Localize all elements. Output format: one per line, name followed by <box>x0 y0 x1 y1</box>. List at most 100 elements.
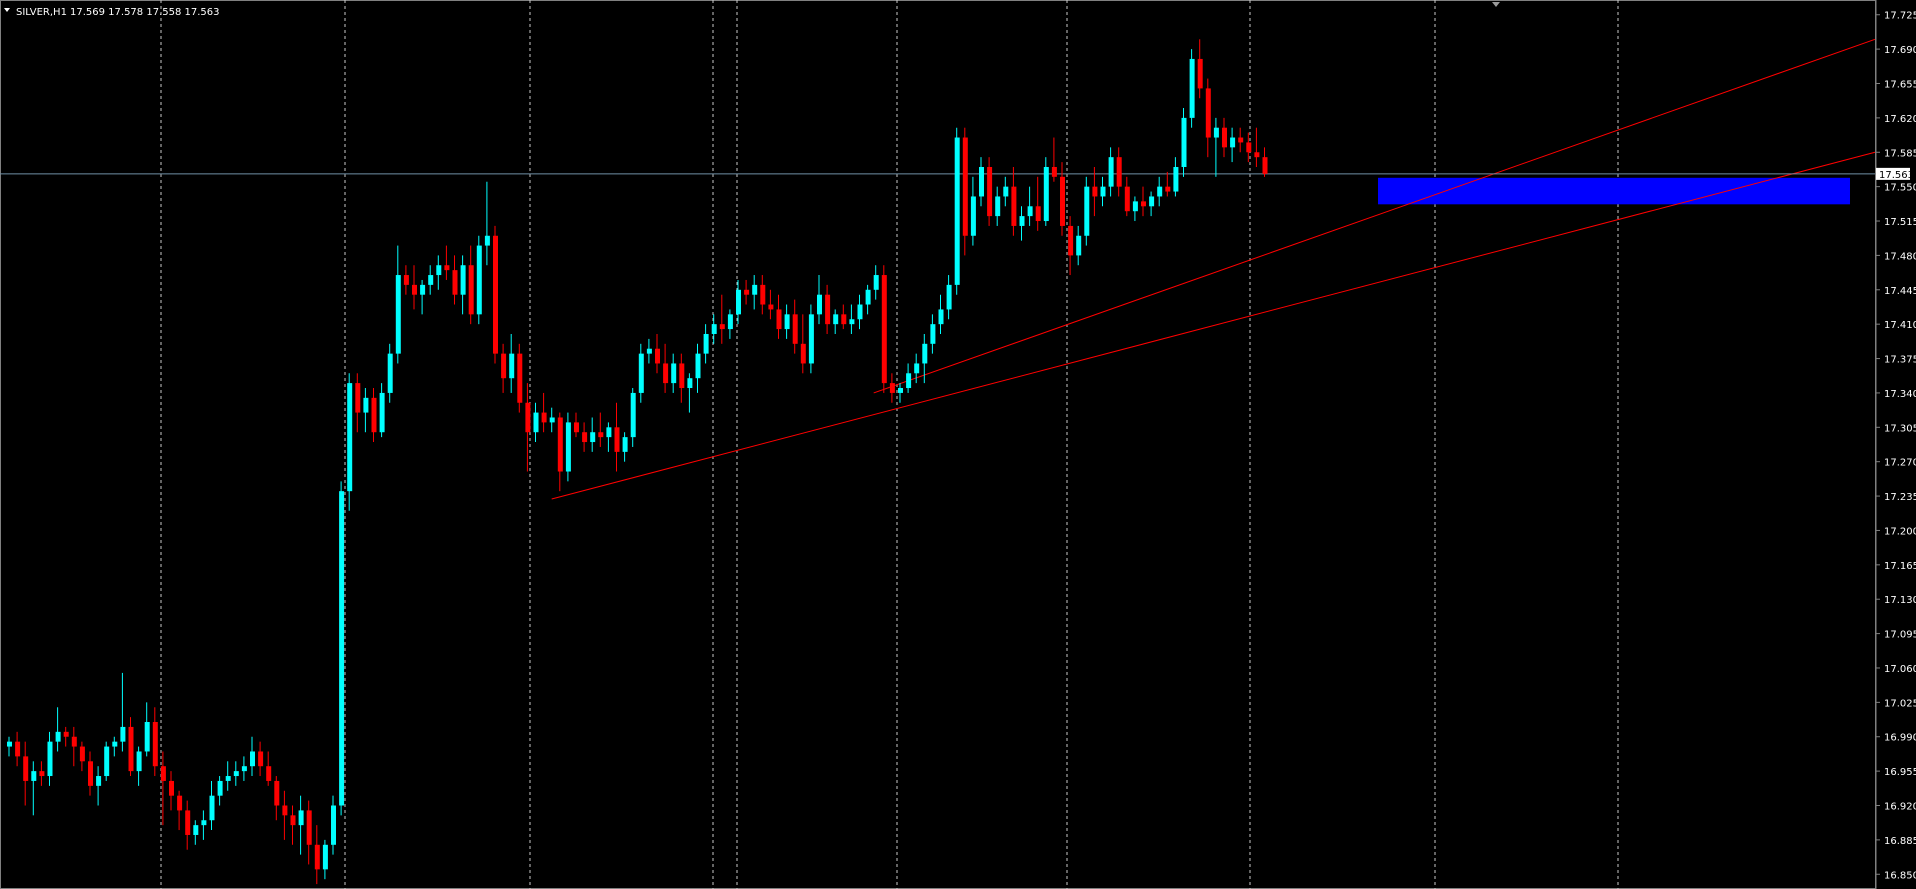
candle-body <box>371 397 377 433</box>
shift-marker-icon[interactable] <box>1492 2 1500 7</box>
candle-body <box>55 731 61 742</box>
candle-body <box>136 751 142 772</box>
candle <box>282 790 288 840</box>
candle-body <box>679 363 685 389</box>
current-price-label: 17.563 <box>1879 170 1914 181</box>
candle <box>185 800 191 850</box>
candle-body <box>322 844 328 870</box>
candle <box>225 761 231 791</box>
candles <box>7 39 1268 885</box>
candle <box>1141 186 1146 217</box>
candle-body <box>1068 225 1074 256</box>
candle <box>484 181 490 266</box>
candle-body <box>922 343 928 364</box>
candle-body <box>590 432 596 443</box>
candle-body <box>1060 176 1065 226</box>
candle-body <box>1011 186 1017 226</box>
candle <box>1100 176 1106 207</box>
collapse-triangle-icon[interactable] <box>4 8 10 12</box>
candle <box>817 275 822 325</box>
candle-body <box>233 771 239 777</box>
candle <box>1149 191 1155 217</box>
candle-body <box>719 324 725 330</box>
candle-body <box>23 756 29 781</box>
candle <box>970 176 976 246</box>
candle <box>962 127 968 256</box>
candle <box>719 294 725 344</box>
candle-body <box>914 363 920 374</box>
candle <box>825 284 831 334</box>
axis-tick-label: 17.585 <box>1884 148 1916 159</box>
candle-body <box>606 427 612 438</box>
candle <box>630 388 636 447</box>
candle <box>152 707 158 777</box>
candle-body <box>703 333 709 354</box>
candle <box>768 289 774 320</box>
candle-body <box>857 304 863 320</box>
candle <box>549 407 555 433</box>
candle-body <box>347 383 353 492</box>
candle-body <box>152 722 158 767</box>
candle <box>79 741 85 772</box>
candle <box>339 481 345 816</box>
candle <box>574 412 579 438</box>
candle-body <box>444 265 450 271</box>
candle <box>1076 225 1082 266</box>
candle <box>703 324 709 364</box>
candle <box>217 776 223 806</box>
candle <box>55 707 61 752</box>
candle-body <box>906 373 912 389</box>
candle <box>306 800 312 865</box>
candle <box>444 245 450 280</box>
trendline-upper[interactable] <box>873 38 1876 394</box>
candle <box>39 761 45 786</box>
candle-body <box>525 402 531 433</box>
candle-body <box>47 741 53 777</box>
candle <box>687 373 693 413</box>
candle-body <box>412 284 417 295</box>
candle-body <box>79 746 85 762</box>
candle <box>88 751 93 796</box>
candle-body <box>865 289 871 305</box>
candle <box>468 245 474 325</box>
candle <box>403 265 409 295</box>
candle <box>1060 162 1065 236</box>
candle <box>752 275 758 310</box>
candle-body <box>849 319 855 325</box>
candle <box>420 279 426 315</box>
candle <box>622 432 628 462</box>
trendline-lower[interactable] <box>551 151 1876 500</box>
candle-body <box>889 383 895 393</box>
axis-tick-label: 17.235 <box>1884 492 1916 503</box>
ohlc-values: 17.569 17.578 17.558 17.563 <box>70 7 220 18</box>
axis-tick-label: 17.270 <box>1884 458 1916 469</box>
candle <box>258 741 264 777</box>
candle <box>857 294 863 330</box>
candle-body <box>306 810 312 845</box>
candle <box>873 265 879 300</box>
candle-body <box>217 780 223 796</box>
candle-body <box>1092 186 1098 197</box>
candle-body <box>7 741 12 747</box>
candle <box>476 235 482 325</box>
candle <box>906 363 912 393</box>
candle-body <box>363 397 369 413</box>
axis-tick-label: 17.690 <box>1884 45 1916 56</box>
candle <box>104 741 110 781</box>
candle <box>1222 117 1227 158</box>
candle <box>1124 176 1130 217</box>
candle-body <box>1043 166 1049 222</box>
candle-body <box>1213 127 1219 138</box>
candle-body <box>241 766 247 772</box>
candle <box>379 383 385 438</box>
axis-tick-label: 17.655 <box>1884 79 1916 90</box>
candle <box>1003 176 1009 207</box>
candle <box>347 373 353 511</box>
candle <box>371 388 377 443</box>
candle <box>1019 206 1025 241</box>
support-zone[interactable] <box>1378 177 1850 205</box>
candle <box>833 309 839 334</box>
symbol-title: SILVER,H1 <box>16 7 67 18</box>
